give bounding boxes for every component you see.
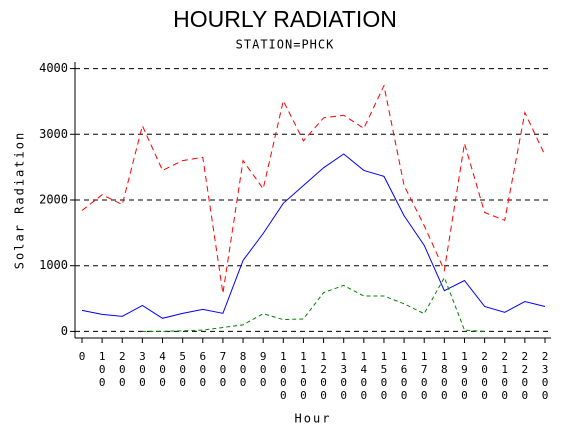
- chart-subtitle: STATION=PHCK: [236, 38, 335, 52]
- y-tick-label: 4000: [39, 61, 68, 75]
- x-tick-label: 2300: [539, 350, 552, 402]
- x-tick-label: 1700: [418, 350, 431, 402]
- x-tick-label: 1800: [438, 350, 451, 402]
- x-tick-label: 100: [96, 350, 109, 389]
- x-tick-label: 1100: [297, 350, 310, 402]
- x-tick-label: 1000: [277, 350, 290, 402]
- x-tick-label: 600: [196, 350, 209, 389]
- x-tick-label: 1400: [357, 350, 370, 402]
- x-tick-label: 0: [76, 350, 89, 363]
- y-tick-label: 2000: [39, 193, 68, 207]
- series-line: [142, 276, 485, 332]
- x-tick-label: 1200: [317, 350, 330, 402]
- y-tick-label: 0: [61, 324, 68, 338]
- x-tick-label: 300: [136, 350, 149, 389]
- y-tick-label: 3000: [39, 127, 68, 141]
- x-tick-label: 2100: [498, 350, 511, 402]
- x-tick-label: 800: [237, 350, 250, 389]
- x-tick-label: 400: [156, 350, 169, 389]
- chart-title: HOURLY RADIATION: [173, 6, 397, 32]
- series-line: [81, 153, 546, 319]
- x-tick-label: 2000: [478, 350, 491, 402]
- x-tick-label: 500: [176, 350, 189, 389]
- x-tick-label: 1500: [377, 350, 390, 402]
- x-tick-label: 2200: [518, 350, 531, 402]
- x-tick-label: 1600: [398, 350, 411, 402]
- x-tick-label: 900: [257, 350, 270, 389]
- x-tick-label: 700: [216, 350, 229, 389]
- series-line: [81, 84, 546, 294]
- x-axis-label: Hour: [295, 412, 332, 426]
- y-tick-label: 1000: [39, 258, 68, 272]
- x-tick-label: 1300: [337, 350, 350, 402]
- x-tick-label: 200: [116, 350, 129, 389]
- y-axis-label: Solar Radiation: [13, 131, 27, 269]
- x-tick-label: 1900: [458, 350, 471, 402]
